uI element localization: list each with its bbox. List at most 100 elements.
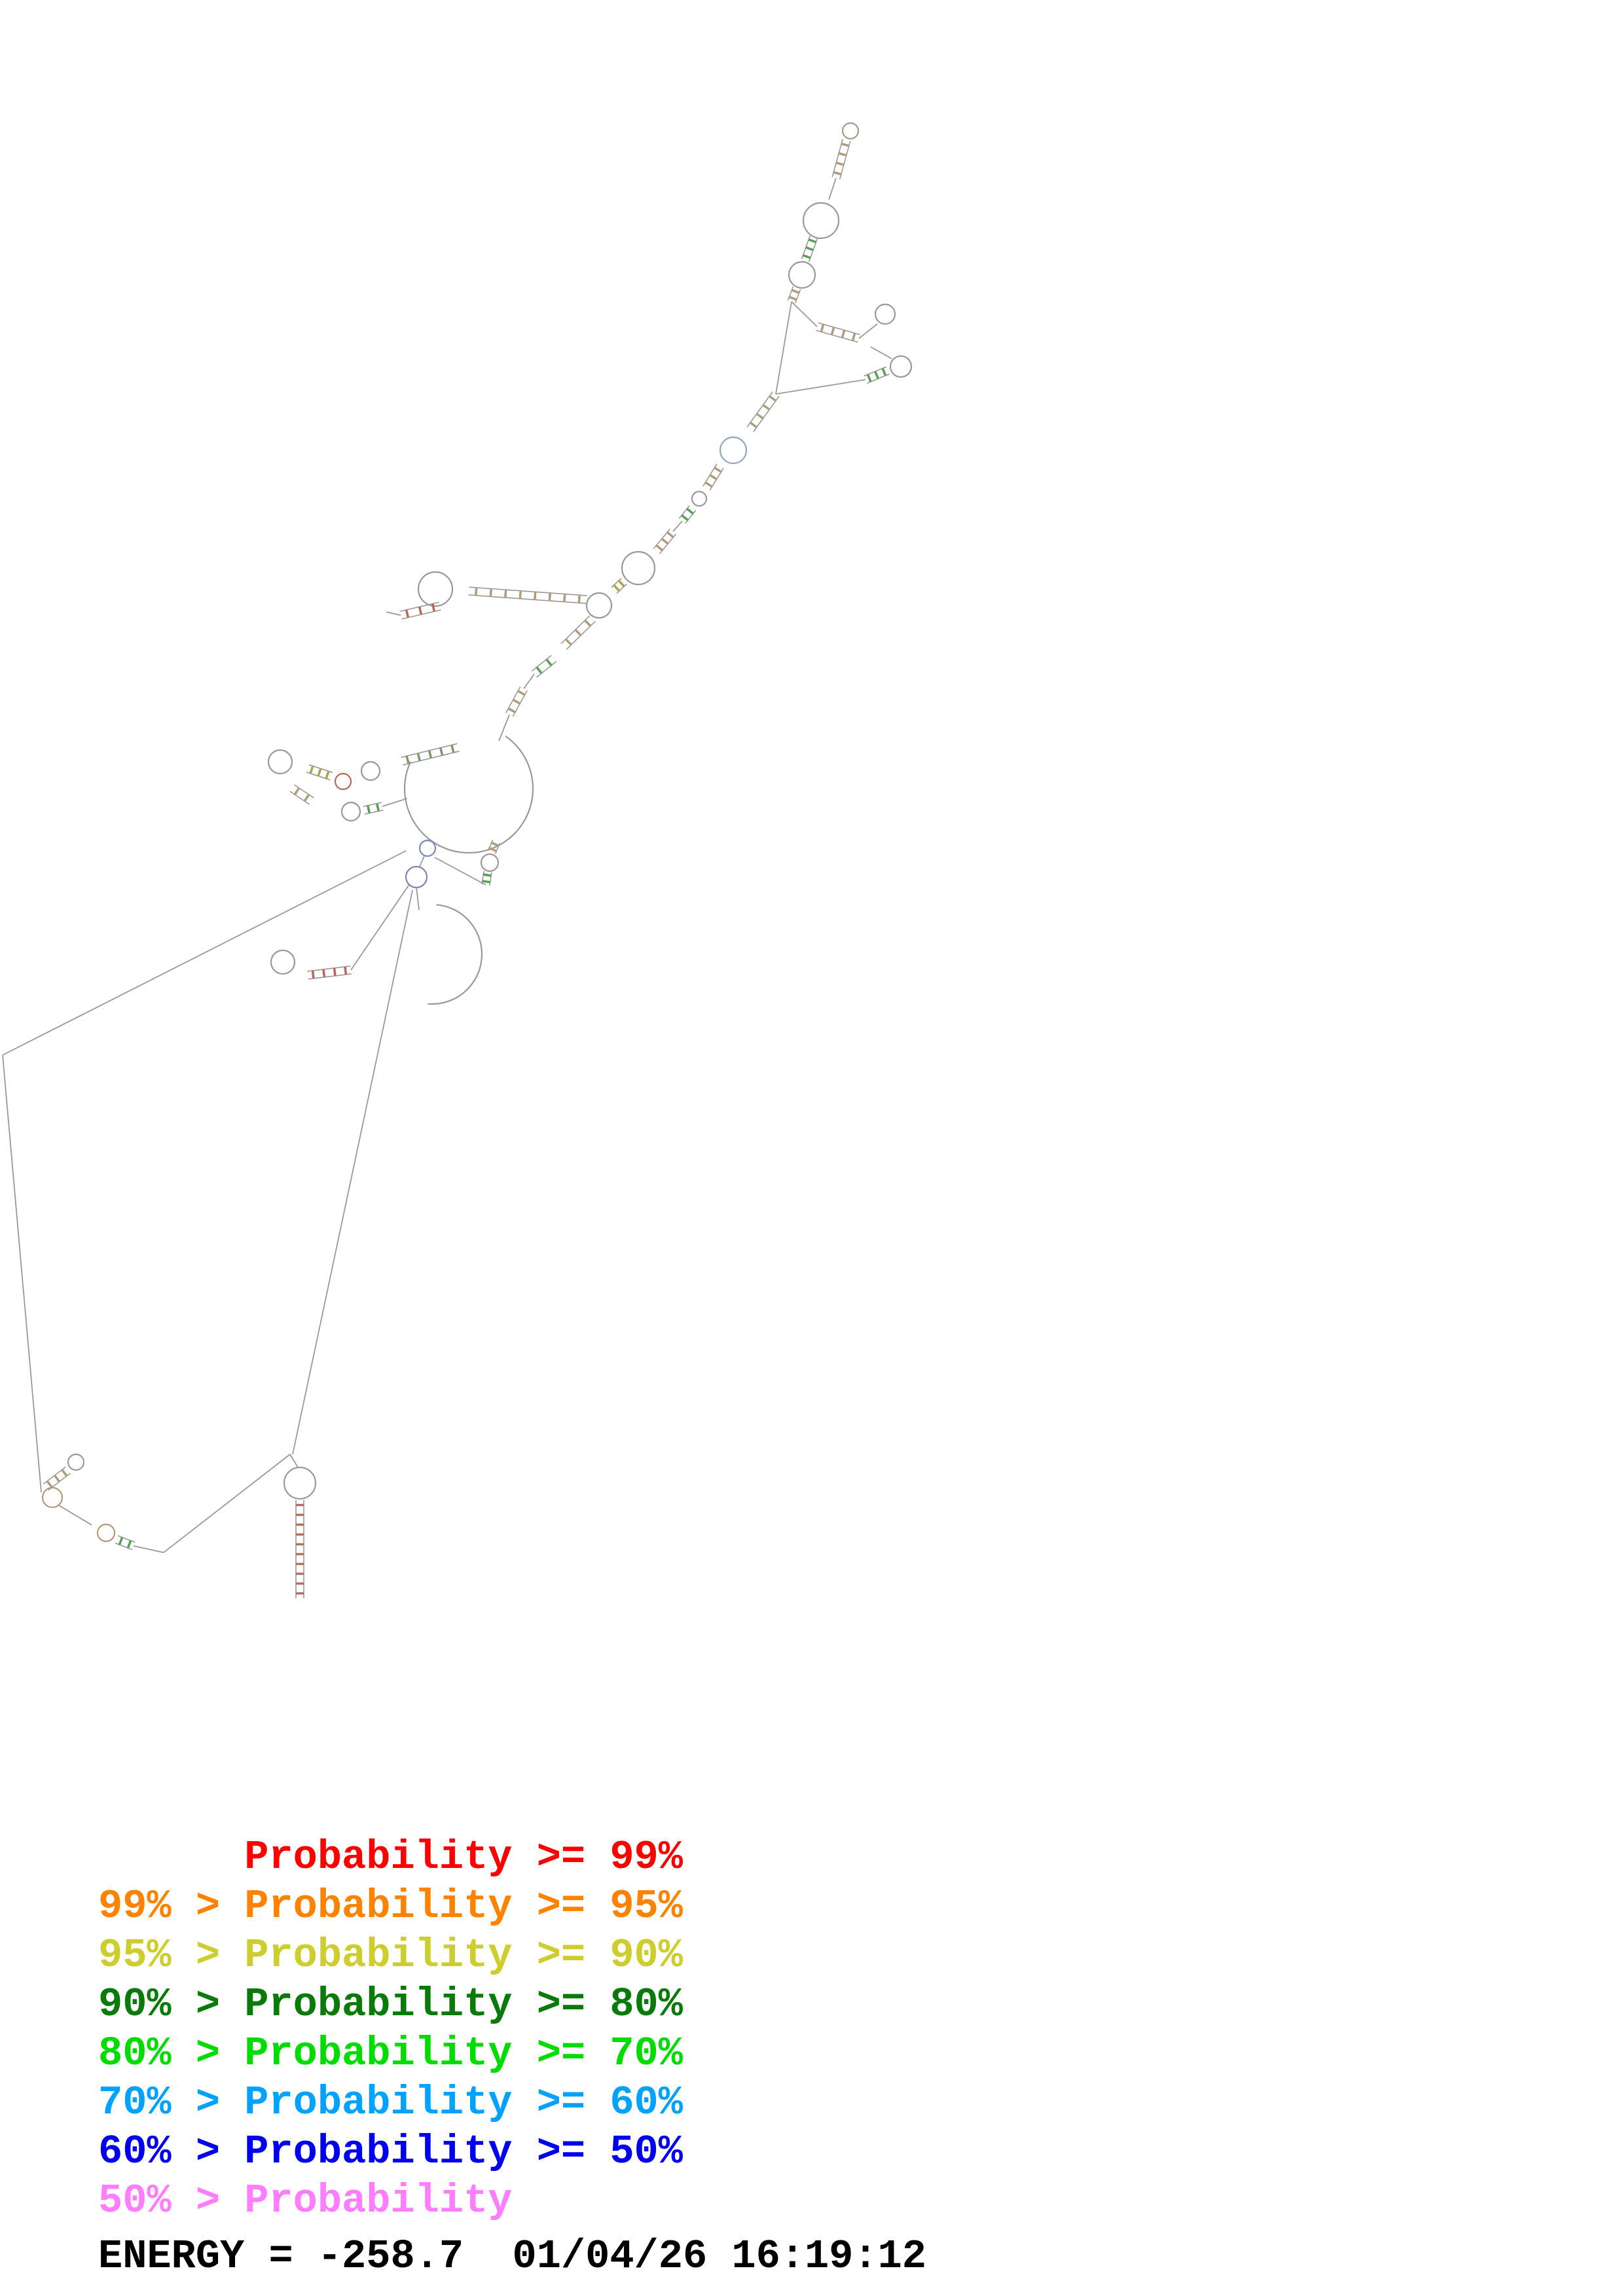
stem-basepair-rung bbox=[504, 589, 507, 598]
stem-strand bbox=[115, 1542, 133, 1551]
stem-basepair-rung bbox=[416, 753, 421, 761]
stem-strand bbox=[293, 784, 314, 798]
stem-basepair-rung bbox=[820, 324, 825, 332]
stem-basepair-rung bbox=[428, 750, 433, 759]
structure-loop bbox=[340, 801, 361, 822]
stem-strand bbox=[117, 1535, 136, 1543]
stem-basepair-rung bbox=[714, 467, 722, 473]
structure-loop bbox=[874, 303, 896, 325]
stem-strand bbox=[787, 286, 794, 301]
structure-loop bbox=[417, 571, 454, 607]
structure-connector-line bbox=[858, 323, 878, 339]
structure-connector-line bbox=[2, 850, 407, 1056]
stem-strand bbox=[794, 289, 801, 304]
stem-basepair-rung bbox=[536, 666, 543, 674]
structure-connector-line bbox=[418, 855, 425, 869]
structure-loop bbox=[585, 592, 613, 619]
stem-basepair-rung bbox=[617, 579, 625, 588]
structure-loop bbox=[889, 355, 913, 378]
stem-basepair-rung bbox=[376, 803, 380, 812]
stem-basepair-rung bbox=[344, 966, 348, 975]
legend-item: 95% > Probability >= 90% bbox=[98, 1932, 683, 1979]
stem-basepair-rung bbox=[367, 805, 371, 814]
structure-connector-line bbox=[350, 883, 410, 971]
structure-loop bbox=[41, 1486, 64, 1509]
stem-basepair-rung bbox=[126, 1540, 132, 1549]
structure-connector-line bbox=[163, 1454, 291, 1553]
stem-basepair-rung bbox=[418, 606, 423, 615]
stem-basepair-rung bbox=[686, 507, 694, 515]
structure-helix-stem bbox=[653, 528, 677, 554]
stem-basepair-rung bbox=[769, 395, 777, 402]
structure-connector-line bbox=[828, 177, 837, 200]
stem-basepair-rung bbox=[802, 254, 811, 259]
stem-basepair-rung bbox=[704, 481, 713, 488]
structure-connector-line bbox=[416, 887, 420, 910]
stem-basepair-rung bbox=[309, 765, 314, 774]
stem-basepair-rung bbox=[613, 584, 621, 592]
structure-connector-line bbox=[292, 889, 413, 1455]
legend-item: 80% > Probability >= 70% bbox=[98, 2030, 683, 2077]
stem-basepair-rung bbox=[475, 587, 478, 596]
structure-loop bbox=[480, 853, 500, 872]
structure-connector-line bbox=[133, 1545, 164, 1553]
stem-strand bbox=[536, 661, 557, 678]
stem-basepair-rung bbox=[661, 537, 669, 545]
structure-loop bbox=[96, 1523, 116, 1543]
stem-basepair-rung bbox=[322, 969, 326, 978]
structure-helix-stem bbox=[43, 1466, 71, 1491]
legend: Probability >= 99% 99% > Probability >= 9… bbox=[98, 1833, 683, 2225]
stem-basepair-rung bbox=[681, 514, 689, 522]
stem-strand bbox=[307, 965, 351, 972]
structure-connector-line bbox=[791, 301, 818, 327]
stem-basepair-rung bbox=[489, 588, 492, 597]
stem-basepair-rung bbox=[450, 744, 455, 753]
stem-basepair-rung bbox=[118, 1537, 124, 1545]
stem-basepair-rung bbox=[61, 1469, 68, 1477]
stem-strand bbox=[753, 396, 780, 432]
stem-basepair-rung bbox=[756, 412, 764, 420]
stem-basepair-rung bbox=[830, 327, 835, 335]
stem-strand bbox=[531, 655, 552, 672]
structure-helix-stem bbox=[487, 840, 501, 854]
legend-item: 99% > Probability >= 95% bbox=[98, 1883, 683, 1929]
structure-loop bbox=[691, 490, 708, 507]
stem-strand bbox=[363, 802, 382, 807]
structure-connector-line bbox=[775, 379, 866, 395]
energy-line: ENERGY = -258.7 01/04/26 16:19:12 bbox=[98, 2233, 927, 2280]
stem-basepair-rung bbox=[545, 658, 553, 666]
stem-basepair-rung bbox=[311, 970, 315, 979]
structure-loop bbox=[360, 761, 381, 781]
stem-strand bbox=[685, 510, 697, 524]
stem-basepair-rung bbox=[431, 603, 436, 612]
structure-connector-line bbox=[523, 673, 535, 689]
stem-basepair-rung bbox=[46, 1480, 53, 1488]
stem-basepair-rung bbox=[303, 794, 310, 802]
stem-basepair-rung bbox=[851, 332, 856, 341]
stem-basepair-rung bbox=[491, 841, 500, 848]
structure-connector-line bbox=[498, 714, 510, 742]
structure-loop bbox=[267, 749, 293, 775]
structure-loop bbox=[841, 122, 860, 140]
stem-strand bbox=[818, 322, 860, 335]
stem-basepair-rung bbox=[805, 246, 814, 251]
stem-basepair-rung bbox=[563, 594, 566, 602]
structure-loop bbox=[67, 1453, 85, 1471]
structure-helix-stem bbox=[678, 505, 697, 524]
structure-helix-stem bbox=[831, 139, 851, 179]
stem-strand bbox=[831, 139, 843, 177]
stem-basepair-rung bbox=[584, 619, 592, 627]
stem-strand bbox=[308, 973, 352, 980]
structure-helix-stem bbox=[746, 391, 780, 432]
stem-basepair-rung bbox=[666, 531, 674, 539]
structure-helix-stem bbox=[468, 586, 587, 604]
structure-loop bbox=[802, 202, 840, 240]
structure-helix-stem bbox=[505, 686, 528, 717]
structure-helix-stem bbox=[363, 802, 384, 815]
stem-basepair-rung bbox=[709, 474, 718, 480]
structure-helix-stem bbox=[864, 366, 890, 384]
stem-basepair-rung bbox=[405, 755, 410, 764]
stem-basepair-rung bbox=[517, 690, 526, 696]
stem-basepair-rung bbox=[655, 544, 663, 552]
